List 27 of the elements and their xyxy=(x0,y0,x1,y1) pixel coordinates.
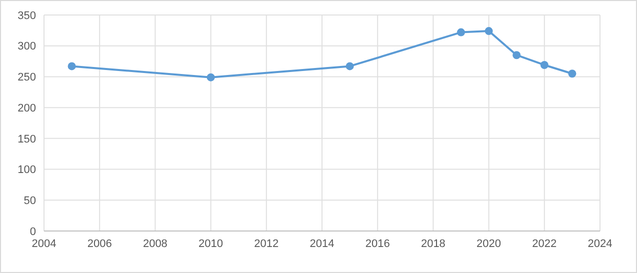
x-tick-label: 2010 xyxy=(198,238,224,250)
x-tick-label: 2016 xyxy=(365,238,390,250)
y-tick-label: 100 xyxy=(18,164,36,176)
y-tick-label: 200 xyxy=(18,102,36,114)
point xyxy=(457,28,465,36)
x-tick-label: 2006 xyxy=(87,238,112,250)
point xyxy=(484,27,493,36)
x-tick-label: 2020 xyxy=(476,238,502,250)
x-tick-label: 2014 xyxy=(310,238,334,250)
y-tick-label: 50 xyxy=(24,194,36,207)
point xyxy=(206,73,215,82)
y-tick-label: 150 xyxy=(18,133,36,146)
x-tick-label: 2018 xyxy=(420,238,446,250)
x-tick-label: 2008 xyxy=(142,238,168,250)
point xyxy=(540,60,548,69)
x-tick-label: 2004 xyxy=(32,238,56,250)
x-tick-label: 2024 xyxy=(588,238,612,250)
point xyxy=(68,62,76,70)
y-tick-label: 0 xyxy=(30,226,36,238)
point xyxy=(512,51,521,60)
y-tick-label: 350 xyxy=(18,10,36,22)
y-tick-label: 250 xyxy=(18,72,36,84)
point xyxy=(568,70,576,78)
x-tick-label: 2022 xyxy=(532,238,557,250)
point xyxy=(346,62,354,70)
x-tick-label: 2012 xyxy=(254,238,279,250)
y-tick-label: 300 xyxy=(18,40,36,53)
